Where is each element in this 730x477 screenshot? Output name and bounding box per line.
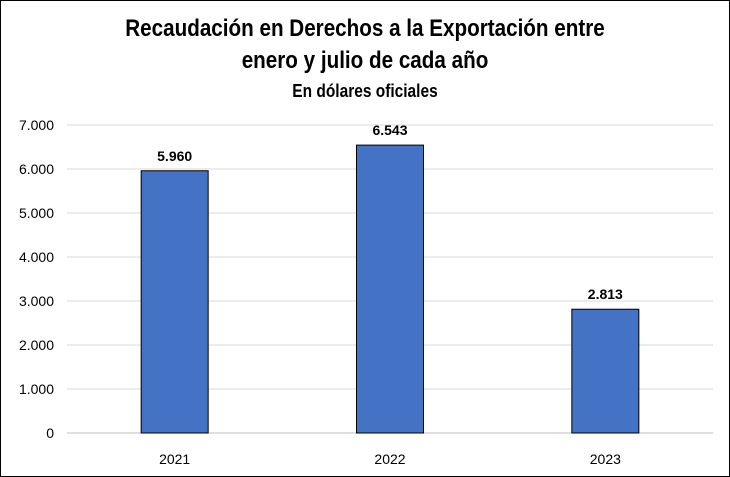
y-tick-label: 4.000 (19, 249, 54, 265)
y-tick-label: 5.000 (19, 205, 54, 221)
chart-title-line-1: Recaudación en Derechos a la Exportación… (125, 15, 605, 42)
y-tick-label: 3.000 (19, 293, 54, 309)
bar-2023 (571, 308, 640, 434)
x-tick-label: 2021 (159, 451, 190, 467)
bar-2021 (140, 170, 209, 434)
data-label-2022: 6.543 (372, 122, 407, 138)
data-label-2021: 5.960 (157, 148, 192, 164)
chart-title-line-2: enero y julio de cada año (241, 47, 489, 74)
bar-2022 (356, 144, 424, 434)
y-tick-label: 6.000 (19, 161, 54, 177)
chart-subtitle: En dólares oficiales (292, 81, 438, 101)
x-tick-label: 2022 (374, 451, 405, 467)
y-tick-label: 7.000 (19, 117, 54, 133)
x-tick-label: 2023 (590, 451, 621, 467)
y-tick-label: 1.000 (19, 381, 54, 397)
data-label-2023: 2.813 (588, 286, 623, 302)
y-tick-label: 2.000 (19, 337, 54, 353)
y-tick-label: 0 (46, 425, 54, 441)
